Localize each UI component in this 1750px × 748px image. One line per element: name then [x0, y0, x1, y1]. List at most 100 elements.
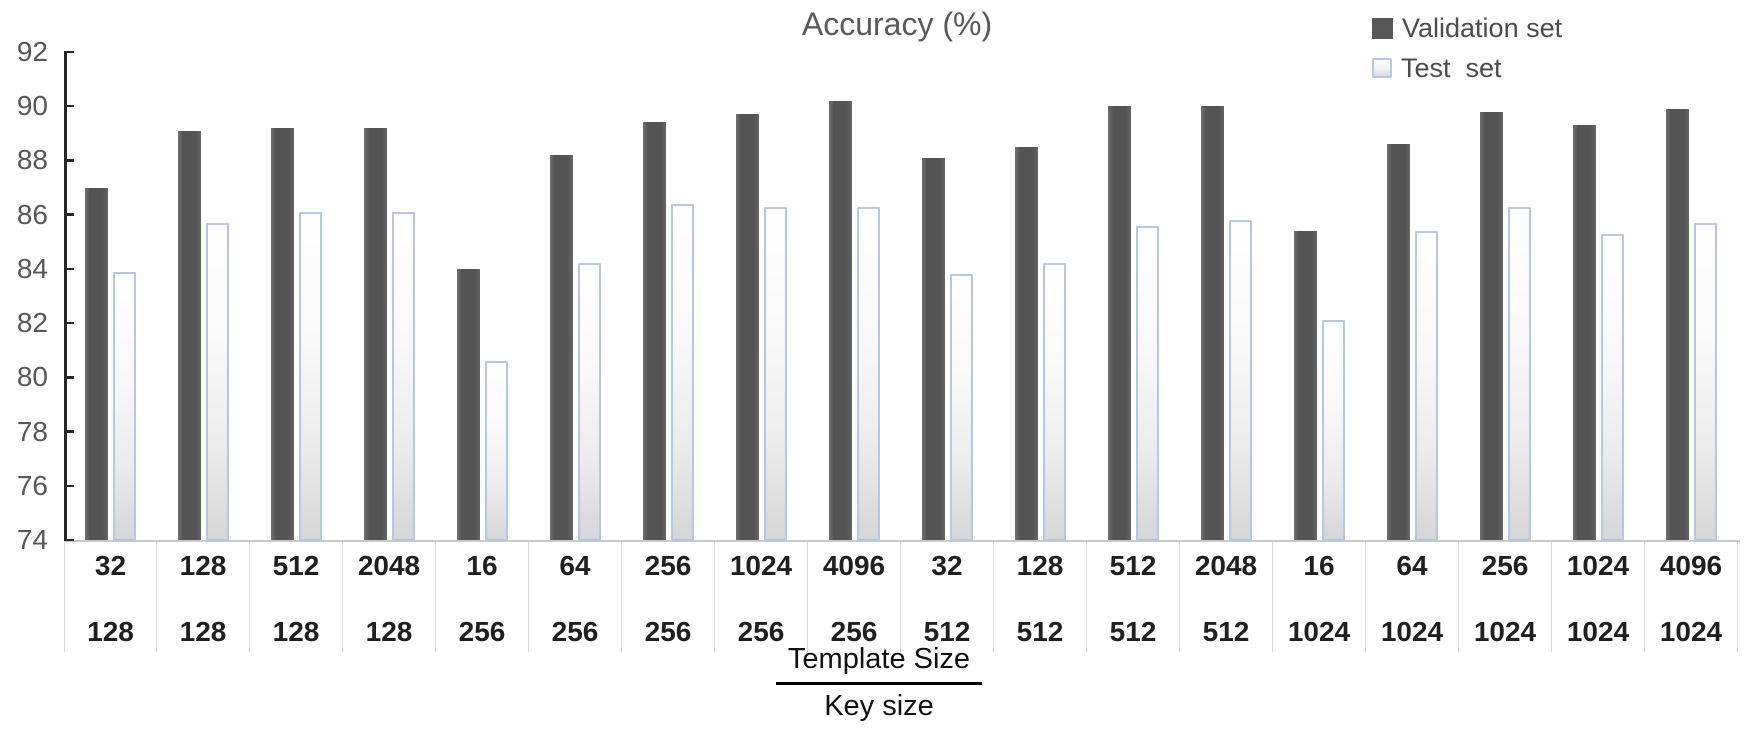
bar-validation: [1294, 230, 1317, 540]
legend-validation-label: Validation set: [1402, 12, 1563, 43]
template-size-value: 1024: [729, 549, 793, 581]
bar-test: [1694, 222, 1717, 542]
y-tick-label: 84: [16, 252, 48, 284]
bar-validation: [178, 130, 201, 540]
key-size-value: 128: [87, 615, 134, 647]
template-size-value: 1024: [1566, 549, 1630, 581]
template-size-label: Template Size: [787, 643, 971, 675]
test-swatch-icon: [1372, 58, 1392, 78]
x-axis-cell: 512 512: [1087, 541, 1180, 652]
bar-validation: [1666, 108, 1689, 540]
fraction-line: [776, 682, 982, 686]
y-tick-mark: [64, 430, 74, 433]
bar-validation: [1387, 144, 1410, 540]
y-tick-mark: [64, 376, 74, 379]
bar-validation: [1201, 106, 1224, 540]
template-size-value: 64: [1396, 549, 1428, 581]
key-size-value: 512: [923, 615, 971, 647]
bar-test: [1229, 220, 1252, 542]
x-axis-cell: 64 256: [529, 541, 622, 652]
bar-test: [392, 211, 415, 542]
bar-validation: [271, 127, 294, 540]
bar-test: [1508, 206, 1531, 542]
key-size-value: 512: [1109, 615, 1157, 647]
y-tick-label: 78: [16, 415, 48, 447]
y-tick-label: 88: [16, 144, 48, 176]
legend: Validation set Test set: [1372, 8, 1562, 88]
key-size-value: 1024: [1566, 615, 1630, 647]
validation-swatch-icon: [1372, 17, 1393, 39]
template-size-value: 32: [94, 549, 127, 581]
x-axis-cell: 32 128: [64, 541, 157, 652]
bar-validation: [364, 127, 387, 540]
key-size-value: 256: [551, 615, 599, 647]
bar-validation: [457, 268, 480, 540]
legend-item-validation: Validation set: [1372, 8, 1562, 48]
bar-test: [1043, 263, 1066, 542]
template-size-value: 128: [179, 549, 227, 581]
y-tick-mark: [64, 267, 74, 271]
template-size-value: 16: [466, 549, 498, 581]
y-tick-mark: [64, 159, 74, 162]
key-size-value: 128: [365, 615, 413, 647]
bar-test: [1322, 320, 1345, 542]
bar-validation: [1015, 146, 1038, 540]
template-size-value: 2048: [1194, 549, 1258, 581]
bar-validation: [829, 100, 852, 540]
bar-validation: [922, 157, 945, 540]
y-tick-mark: [64, 50, 74, 54]
y-tick-label: 90: [16, 90, 48, 122]
x-axis-cell: 1024 256: [715, 541, 808, 652]
x-axis-cell: 256 1024: [1459, 541, 1552, 652]
y-tick-mark: [64, 104, 74, 108]
key-size-value: 128: [272, 615, 320, 647]
x-axis-cell: 32 512: [901, 541, 994, 652]
bar-test: [113, 271, 136, 542]
key-size-label: Key size: [824, 690, 934, 723]
template-size-value: 2048: [357, 549, 421, 581]
bar-test: [1136, 225, 1159, 542]
bar-test: [764, 206, 787, 542]
bar-test: [578, 263, 601, 542]
x-axis-cell: 4096 256: [808, 541, 901, 652]
x-axis-cell: 64 1024: [1366, 541, 1459, 652]
template-size-value: 256: [1481, 549, 1529, 581]
key-size-value: 512: [1016, 615, 1064, 647]
key-size-value: 1024: [1473, 615, 1537, 647]
y-tick-mark: [64, 484, 74, 488]
y-tick-label: 76: [16, 469, 48, 501]
template-size-value: 4096: [822, 549, 886, 581]
bar-test: [485, 361, 508, 542]
x-axis-caption: Template Size Key size: [776, 643, 982, 724]
bar-validation: [1480, 111, 1503, 540]
x-axis-baseline: [64, 540, 1740, 542]
key-size-value: 256: [830, 615, 878, 647]
bar-validation: [736, 114, 759, 540]
bar-test: [1601, 233, 1624, 542]
x-axis-cell: 128 128: [157, 541, 250, 652]
y-axis-line: [64, 52, 67, 541]
bar-test: [1415, 230, 1438, 542]
key-size-value: 256: [737, 615, 785, 647]
y-tick-mark: [64, 321, 74, 325]
bar-test: [671, 203, 694, 542]
bar-validation: [643, 122, 666, 540]
y-tick-mark: [64, 538, 74, 542]
y-tick-label: 82: [16, 307, 48, 339]
x-axis-cell: 2048 512: [1180, 541, 1273, 652]
y-tick-label: 86: [16, 198, 48, 230]
key-size-value: 1024: [1380, 615, 1444, 647]
x-axis-label-table: 32 128 128 128 512 128 2048 128 16 256 64 256 256 256…: [64, 541, 1738, 652]
y-tick-label: 92: [16, 36, 48, 67]
bar-validation: [1108, 106, 1131, 540]
bar-test: [299, 211, 322, 542]
bar-test: [857, 206, 880, 542]
x-axis-cell: 128 512: [994, 541, 1087, 652]
key-size-value: 512: [1202, 615, 1250, 647]
template-size-value: 256: [644, 549, 692, 581]
y-tick-mark: [64, 213, 74, 216]
y-tick-label: 80: [16, 361, 48, 393]
x-axis-cell: 256 256: [622, 541, 715, 652]
x-axis-cell: 2048 128: [343, 541, 436, 652]
